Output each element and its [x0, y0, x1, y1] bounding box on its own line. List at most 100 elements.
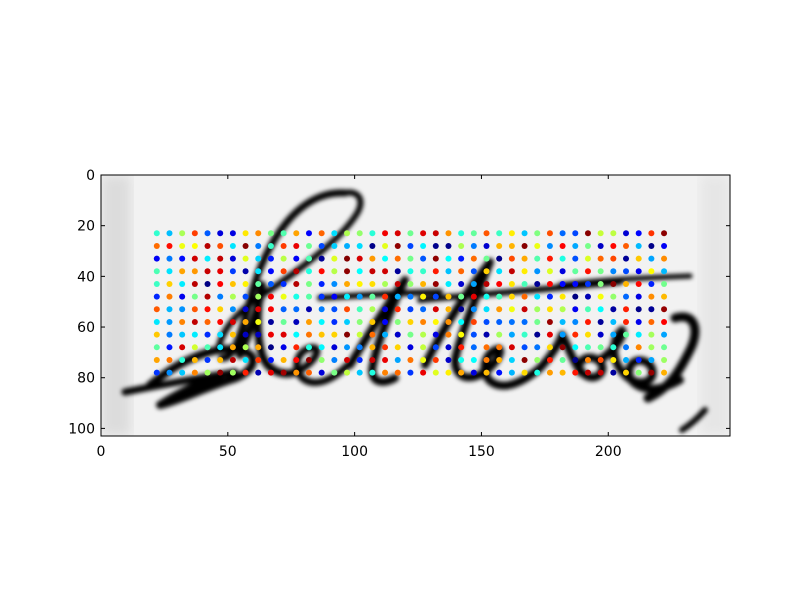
- x-tick-label: 150: [468, 444, 495, 460]
- scatter-point: [445, 306, 452, 313]
- scatter-point: [382, 318, 389, 325]
- scatter-point: [318, 356, 325, 363]
- scatter-point: [331, 369, 338, 376]
- scatter-point: [648, 331, 655, 338]
- scatter-point: [293, 306, 300, 313]
- scatter-point: [521, 268, 528, 275]
- scatter-point: [559, 230, 566, 237]
- scatter-point: [280, 255, 287, 262]
- scatter-point: [496, 356, 503, 363]
- x-axis: 0 50 100 150 200: [97, 175, 622, 460]
- scatter-point: [584, 369, 591, 376]
- scatter-point: [407, 280, 414, 287]
- x-tick-label: 100: [341, 444, 368, 460]
- scatter-point: [179, 344, 186, 351]
- scatter-point: [204, 280, 211, 287]
- scatter-point: [344, 268, 351, 275]
- y-tick-label: 20: [77, 219, 95, 235]
- scatter-point: [661, 230, 668, 237]
- scatter-point: [191, 369, 198, 376]
- scatter-point: [521, 306, 528, 313]
- scatter-point: [572, 255, 579, 262]
- scatter-point: [572, 331, 579, 338]
- scatter-point: [153, 318, 160, 325]
- scatter-point: [318, 318, 325, 325]
- scatter-point: [153, 306, 160, 313]
- scatter-point: [255, 318, 262, 325]
- scatter-point: [661, 255, 668, 262]
- scatter-point: [496, 242, 503, 249]
- scatter-point: [635, 280, 642, 287]
- scatter-point: [356, 356, 363, 363]
- scatter-point: [584, 356, 591, 363]
- scatter-point: [255, 344, 262, 351]
- scatter-point: [394, 293, 401, 300]
- scatter-point: [179, 230, 186, 237]
- scatter-point: [166, 242, 173, 249]
- scatter-point: [179, 293, 186, 300]
- scatter-point: [546, 293, 553, 300]
- scatter-point: [267, 318, 274, 325]
- scatter-point: [508, 318, 515, 325]
- scatter-point: [445, 331, 452, 338]
- scatter-point: [420, 230, 427, 237]
- scatter-point: [407, 369, 414, 376]
- scatter-point: [331, 255, 338, 262]
- scatter-point: [217, 280, 224, 287]
- scatter-point: [420, 356, 427, 363]
- scatter-point: [217, 369, 224, 376]
- scatter-point: [179, 356, 186, 363]
- scatter-point: [356, 280, 363, 287]
- scatter-point: [546, 331, 553, 338]
- scatter-point: [546, 318, 553, 325]
- scatter-point: [356, 242, 363, 249]
- scatter-point: [610, 318, 617, 325]
- scatter-point: [597, 344, 604, 351]
- scatter-point: [546, 356, 553, 363]
- scatter-point: [242, 293, 249, 300]
- scatter-point: [546, 268, 553, 275]
- y-tick-label: 80: [77, 371, 95, 387]
- scatter-point: [217, 356, 224, 363]
- scatter-point: [610, 255, 617, 262]
- scatter-point: [166, 306, 173, 313]
- scatter-point: [356, 369, 363, 376]
- scatter-point: [407, 344, 414, 351]
- scatter-point: [255, 356, 262, 363]
- scatter-point: [217, 331, 224, 338]
- scatter-point: [305, 344, 312, 351]
- scatter-point: [204, 306, 211, 313]
- scatter-point: [382, 331, 389, 338]
- scatter-point: [432, 268, 439, 275]
- scatter-point: [369, 331, 376, 338]
- scatter-point: [356, 318, 363, 325]
- scatter-point: [458, 293, 465, 300]
- scatter-point: [394, 280, 401, 287]
- scatter-point: [229, 255, 236, 262]
- scatter-point: [204, 255, 211, 262]
- scatter-point: [559, 280, 566, 287]
- scatter-point: [534, 293, 541, 300]
- scatter-point: [179, 318, 186, 325]
- scatter-point: [153, 356, 160, 363]
- scatter-point: [242, 230, 249, 237]
- scatter-point: [470, 268, 477, 275]
- scatter-point: [661, 242, 668, 249]
- scatter-point: [217, 293, 224, 300]
- scatter-point: [318, 230, 325, 237]
- scatter-point: [470, 356, 477, 363]
- scatter-point: [572, 318, 579, 325]
- scatter-point: [496, 230, 503, 237]
- scatter-point: [394, 255, 401, 262]
- scatter-point: [369, 306, 376, 313]
- scatter-point: [572, 306, 579, 313]
- scatter-point: [496, 293, 503, 300]
- scatter-point: [432, 280, 439, 287]
- scatter-point: [204, 356, 211, 363]
- scatter-point: [217, 230, 224, 237]
- scatter-point: [267, 255, 274, 262]
- scatter-point: [648, 356, 655, 363]
- scatter-point: [470, 318, 477, 325]
- scatter-point: [661, 280, 668, 287]
- scatter-point: [432, 306, 439, 313]
